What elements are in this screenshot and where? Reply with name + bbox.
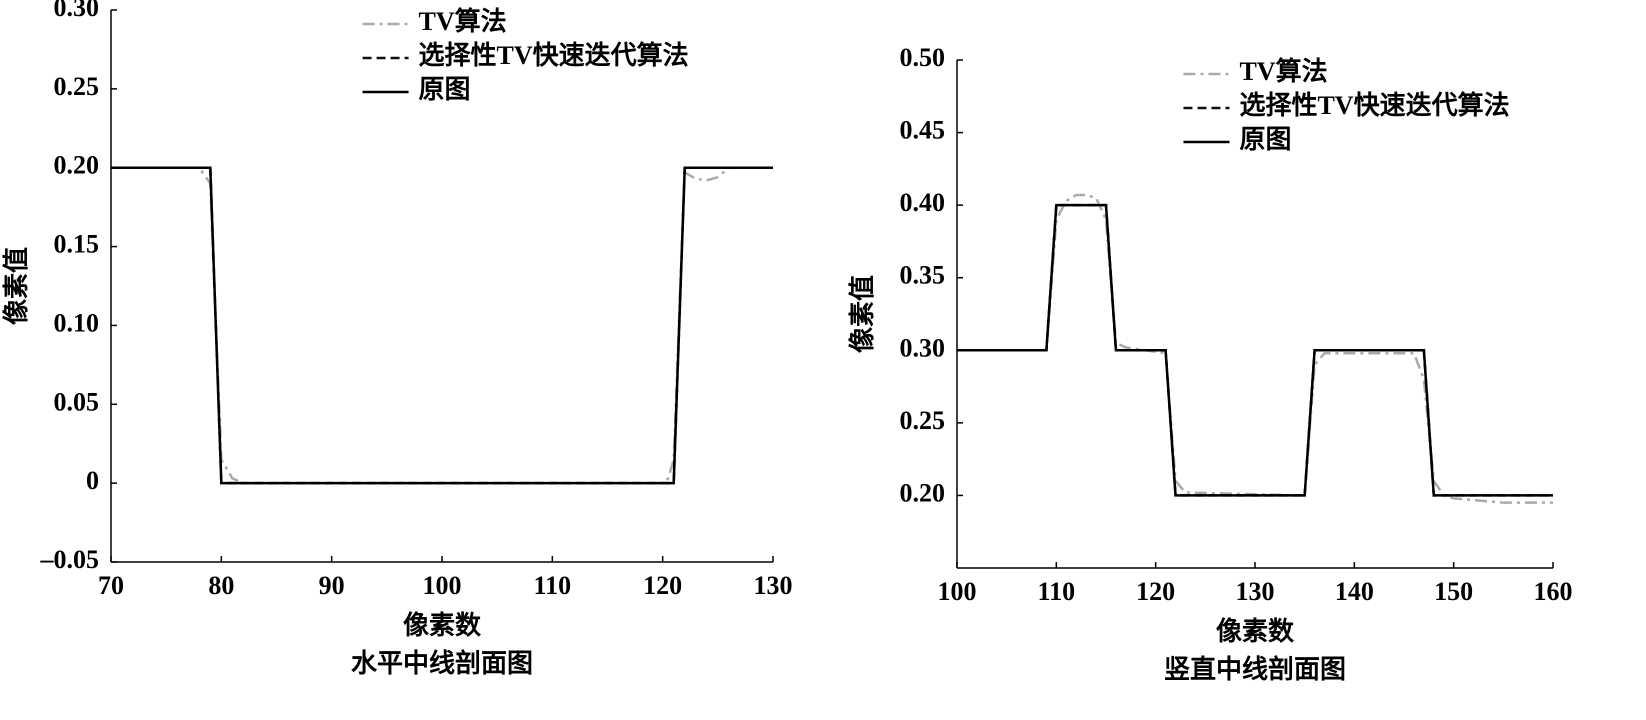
y-tick-label: 0.20 bbox=[900, 478, 946, 507]
x-tick-label: 160 bbox=[1534, 577, 1573, 606]
y-tick-label: 0.15 bbox=[54, 230, 100, 259]
x-tick-label: 100 bbox=[423, 571, 462, 600]
y-tick-label: 0.25 bbox=[900, 406, 946, 435]
y-tick-label: 0.40 bbox=[900, 188, 946, 217]
data-line bbox=[111, 166, 773, 485]
y-tick-label: 0.25 bbox=[54, 72, 100, 101]
y-tick-label: 0.35 bbox=[900, 261, 946, 290]
legend-label: TV算法 bbox=[1239, 56, 1327, 86]
legend-label: 选择性TV快速迭代算法 bbox=[419, 40, 689, 70]
x-tick-label: 120 bbox=[1136, 577, 1175, 606]
x-tick-label: 130 bbox=[1236, 577, 1275, 606]
x-tick-label: 110 bbox=[534, 571, 572, 600]
y-axis-label: 像素值 bbox=[848, 275, 877, 353]
x-tick-label: 130 bbox=[754, 571, 793, 600]
legend-label: 原图 bbox=[419, 75, 471, 104]
legend-label: 选择性TV快速迭代算法 bbox=[1239, 90, 1509, 120]
y-tick-label: –0.05 bbox=[40, 545, 100, 574]
x-tick-label: 100 bbox=[938, 577, 977, 606]
x-axis-label: 像素数 bbox=[403, 611, 482, 640]
y-axis-label: 像素值 bbox=[2, 247, 31, 325]
chart-title: 竖直中线剖面图 bbox=[1164, 654, 1346, 684]
data-line bbox=[957, 203, 1553, 497]
y-tick-label: 0.05 bbox=[54, 387, 100, 416]
y-tick-label: 0.30 bbox=[900, 333, 946, 362]
x-tick-label: 120 bbox=[643, 571, 682, 600]
legend-label: TV算法 bbox=[419, 6, 507, 36]
x-tick-label: 150 bbox=[1434, 577, 1473, 606]
x-tick-label: 90 bbox=[319, 571, 345, 600]
x-tick-label: 80 bbox=[208, 571, 234, 600]
data-line bbox=[111, 166, 773, 485]
x-tick-label: 140 bbox=[1335, 577, 1374, 606]
y-tick-label: 0.45 bbox=[900, 116, 946, 145]
x-tick-label: 110 bbox=[1038, 577, 1076, 606]
chart-title: 水平中线剖面图 bbox=[351, 648, 533, 678]
y-tick-label: 0.30 bbox=[54, 0, 100, 22]
data-line bbox=[111, 166, 773, 485]
legend-label: 原图 bbox=[1239, 125, 1291, 154]
y-tick-label: 0 bbox=[86, 466, 99, 495]
y-tick-label: 0.10 bbox=[54, 308, 100, 337]
y-tick-label: 0.20 bbox=[54, 151, 100, 180]
x-tick-label: 70 bbox=[98, 571, 124, 600]
y-tick-label: 0.50 bbox=[900, 43, 946, 72]
x-axis-label: 像素数 bbox=[1216, 617, 1295, 646]
